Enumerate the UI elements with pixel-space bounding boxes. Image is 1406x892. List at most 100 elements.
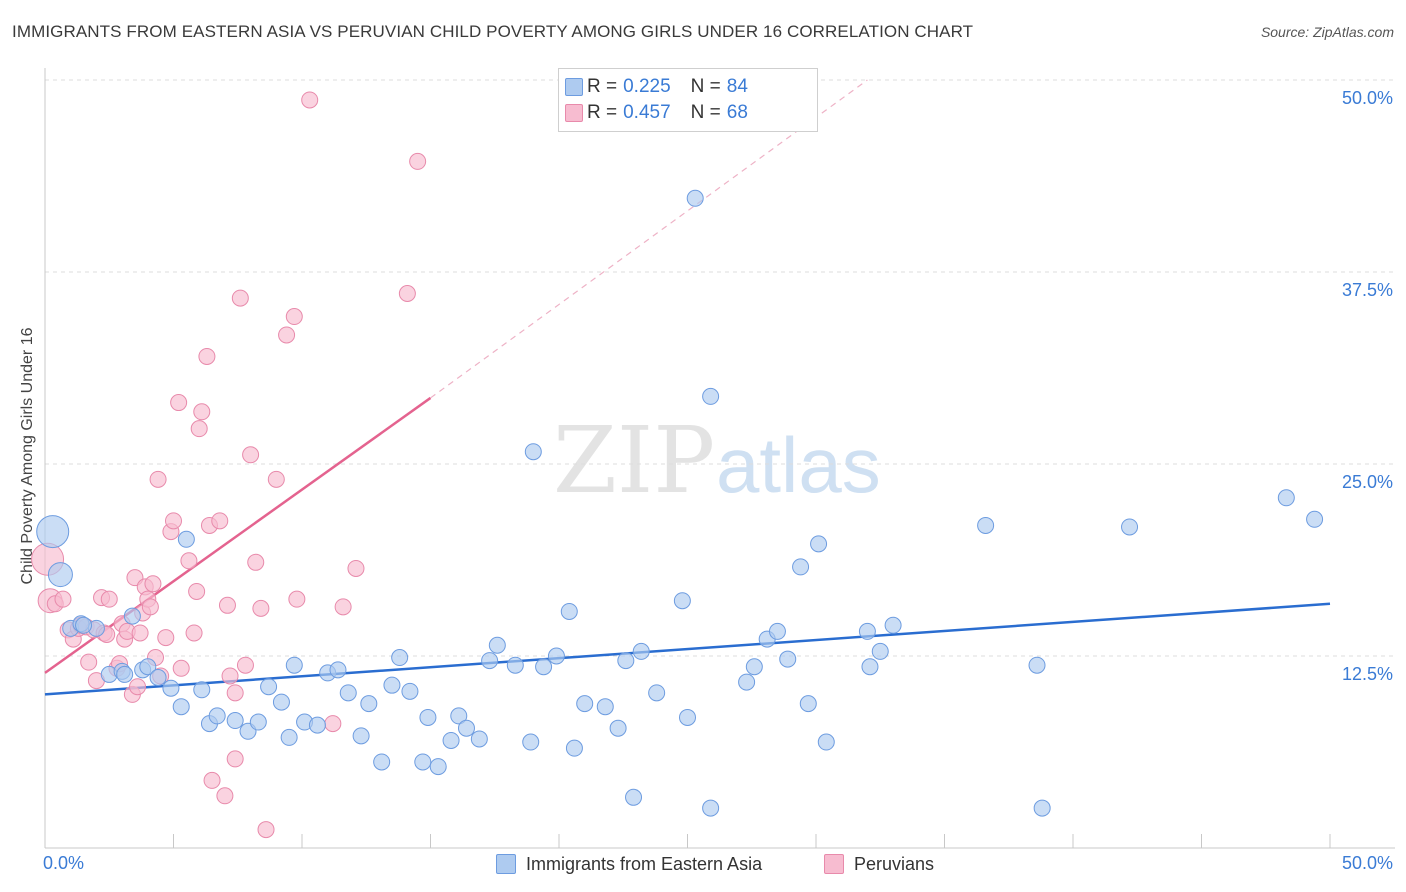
point-peruvians	[188, 582, 206, 600]
point-eastern-asia	[799, 695, 817, 713]
point-eastern-asia	[360, 695, 378, 713]
y-tick-label: 50.0%	[1342, 88, 1393, 108]
point-eastern-asia	[272, 693, 290, 711]
point-peruvians	[288, 590, 306, 608]
axes	[44, 68, 1395, 849]
bottom-legend-eastern-asia: Immigrants from Eastern Asia	[496, 852, 762, 876]
bottom-legend-swatch-blue	[496, 854, 516, 874]
point-eastern-asia	[596, 698, 614, 716]
point-eastern-asia	[1277, 489, 1295, 507]
point-eastern-asia	[810, 535, 828, 553]
legend-row-peruvians: R = 0.457 N = 68	[565, 100, 748, 126]
point-eastern-asia	[524, 443, 542, 461]
point-peruvians	[141, 598, 159, 616]
point-eastern-asia	[686, 189, 704, 207]
point-eastern-asia	[1121, 518, 1139, 536]
watermark-atlas: atlas	[716, 421, 881, 509]
point-eastern-asia	[535, 658, 553, 676]
legend-n-value: 68	[726, 102, 748, 123]
point-eastern-asia	[745, 658, 763, 676]
grid-lines	[45, 79, 1395, 657]
point-peruvians	[267, 470, 285, 488]
point-eastern-asia	[457, 719, 475, 737]
point-peruvians	[226, 684, 244, 702]
point-peruvians	[144, 575, 162, 593]
legend-n-label: N =	[690, 76, 721, 97]
point-peruvians	[324, 715, 342, 733]
point-eastern-asia	[373, 753, 391, 771]
point-eastern-asia	[177, 530, 195, 548]
point-peruvians	[301, 91, 319, 109]
legend-r-value: 0.457	[623, 102, 671, 123]
point-eastern-asia	[871, 642, 889, 660]
point-eastern-asia	[768, 622, 786, 640]
point-eastern-asia	[329, 661, 347, 679]
point-eastern-asia	[625, 788, 643, 806]
point-eastern-asia	[450, 707, 468, 725]
point-peruvians	[226, 750, 244, 768]
y-tick-label: 37.5%	[1342, 280, 1393, 300]
point-peruvians	[242, 446, 260, 464]
point-peruvians	[278, 326, 296, 344]
bottom-legend-label: Peruvians	[854, 853, 935, 874]
point-eastern-asia	[576, 695, 594, 713]
point-eastern-asia	[226, 712, 244, 730]
bottom-legend-label: Immigrants from Eastern Asia	[526, 853, 763, 874]
point-eastern-asia	[123, 607, 141, 625]
bottom-legend-swatch-pink	[824, 854, 844, 874]
point-eastern-asia	[1028, 656, 1046, 674]
point-eastern-asia	[208, 707, 226, 725]
point-eastern-asia	[280, 728, 298, 746]
point-eastern-asia	[779, 650, 797, 668]
trend-line-eastern-asia	[44, 602, 1331, 696]
point-eastern-asia	[249, 713, 267, 731]
point-eastern-asia	[565, 739, 583, 757]
point-eastern-asia	[738, 673, 756, 691]
legend-r-value: 0.225	[623, 76, 671, 97]
point-eastern-asia	[792, 558, 810, 576]
chart-source: Source: ZipAtlas.com	[1260, 24, 1394, 40]
point-eastern-asia	[116, 665, 134, 683]
point-eastern-asia	[260, 678, 278, 696]
point-eastern-asia	[817, 733, 835, 751]
y-tick-label: 25.0%	[1342, 472, 1393, 492]
legend-swatch-blue	[565, 78, 583, 96]
trend-line-peruvians-extension	[430, 79, 868, 399]
point-eastern-asia	[977, 516, 995, 534]
point-eastern-asia	[861, 658, 879, 676]
point-peruvians	[211, 512, 229, 530]
tick-labels: 12.5% 25.0% 37.5% 50.0% 0.0% 50.0%	[43, 88, 1393, 873]
point-peruvians	[257, 821, 275, 839]
legend-n-value: 84	[726, 76, 748, 97]
point-eastern-asia	[470, 730, 488, 748]
point-peruvians	[193, 403, 211, 421]
point-peruvians	[165, 512, 182, 530]
point-peruvians	[398, 285, 416, 303]
legend-r-label: R =	[587, 102, 618, 123]
point-eastern-asia	[414, 753, 432, 771]
point-peruvians	[334, 598, 352, 616]
point-peruvians	[170, 394, 188, 412]
point-eastern-asia	[401, 682, 419, 700]
watermark-zip: ZIP	[553, 407, 715, 514]
bottom-legend-peruvians: Peruvians	[824, 852, 934, 876]
point-eastern-asia	[162, 679, 180, 697]
point-eastern-asia	[488, 636, 506, 654]
point-peruvians	[247, 553, 265, 571]
point-eastern-asia	[419, 708, 437, 726]
point-peruvians	[185, 624, 203, 642]
legend: R = 0.225 N = 84 R = 0.457 N = 68	[558, 68, 818, 132]
point-eastern-asia	[1033, 799, 1051, 817]
point-peruvians	[409, 152, 427, 170]
point-eastern-asia	[36, 515, 70, 549]
point-peruvians	[129, 678, 147, 696]
point-eastern-asia	[1306, 510, 1324, 528]
point-peruvians	[216, 787, 234, 805]
point-peruvians	[218, 596, 236, 614]
point-peruvians	[347, 559, 365, 577]
point-eastern-asia	[522, 733, 540, 751]
watermark: ZIP atlas	[553, 407, 881, 514]
point-peruvians	[54, 590, 72, 608]
point-peruvians	[180, 552, 198, 570]
